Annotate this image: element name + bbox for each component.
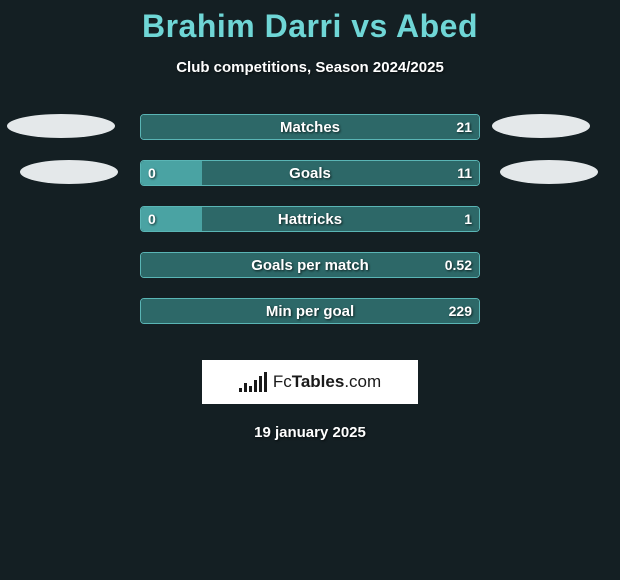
player-ellipse-right (492, 114, 590, 138)
stat-bar-track (140, 206, 480, 232)
snapshot-date: 19 january 2025 (0, 424, 620, 441)
stat-bar-track (140, 252, 480, 278)
logo-bar-icon (254, 380, 257, 392)
stat-bar-right (141, 253, 479, 277)
stat-row: Matches21 (0, 114, 620, 160)
logo-bar-icon (244, 383, 247, 392)
stat-row: Min per goal229 (0, 298, 620, 344)
logo-bar-icon (264, 372, 267, 392)
stat-value-right: 0.52 (445, 252, 472, 278)
stat-value-right: 229 (449, 298, 472, 324)
player-ellipse-left (20, 160, 118, 184)
stat-value-left: 0 (148, 160, 156, 186)
fctables-logo: FcTables.com (202, 360, 418, 404)
stat-value-right: 21 (456, 114, 472, 140)
comparison-subtitle: Club competitions, Season 2024/2025 (0, 59, 620, 76)
stats-chart: Matches21Goals011Hattricks01Goals per ma… (0, 114, 620, 344)
logo-bar-icon (239, 388, 242, 392)
stat-bar-track (140, 298, 480, 324)
stat-row: Goals per match0.52 (0, 252, 620, 298)
player-ellipse-right (500, 160, 598, 184)
stat-bar-right (202, 207, 479, 231)
stat-value-left: 0 (148, 206, 156, 232)
comparison-title: Brahim Darri vs Abed (0, 0, 620, 45)
logo-text: FcTables.com (273, 372, 381, 392)
stat-value-right: 1 (464, 206, 472, 232)
stat-row: Goals011 (0, 160, 620, 206)
stat-bar-track (140, 114, 480, 140)
logo-bars-icon (239, 372, 267, 392)
stat-row: Hattricks01 (0, 206, 620, 252)
stat-bar-track (140, 160, 480, 186)
stat-value-right: 11 (457, 160, 472, 186)
player-ellipse-left (7, 114, 115, 138)
stat-bar-right (202, 161, 479, 185)
logo-bar-icon (259, 376, 262, 392)
stat-bar-right (141, 299, 479, 323)
logo-bar-icon (249, 386, 252, 392)
stat-bar-right (141, 115, 479, 139)
